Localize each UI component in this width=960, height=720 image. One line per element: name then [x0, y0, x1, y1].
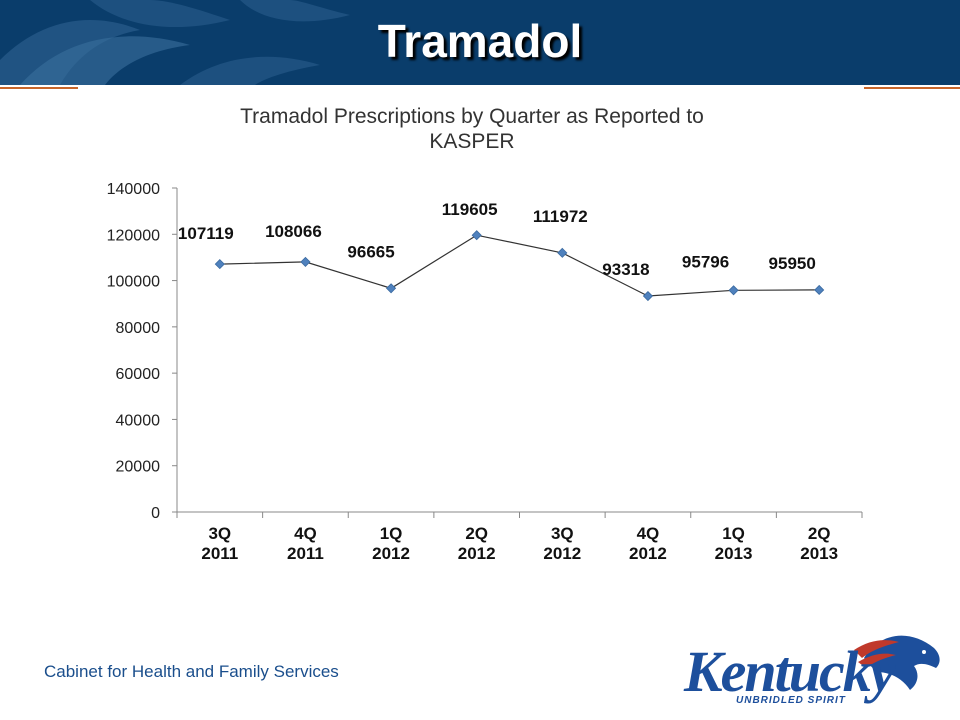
data-point	[814, 284, 825, 296]
y-tick-label: 0	[151, 505, 160, 522]
x-tick-label: 4Q	[294, 524, 317, 543]
data-point	[300, 256, 311, 267]
footer-text: Cabinet for Health and Family Services	[44, 662, 339, 681]
x-tick-label: 2012	[629, 544, 667, 563]
data-label: 95796	[682, 252, 729, 271]
data-point	[557, 247, 568, 258]
y-tick-label: 140000	[107, 181, 160, 198]
chart-title-line-2: KASPER	[429, 130, 514, 153]
x-tick-label: 2012	[372, 544, 410, 563]
data-label: 111972	[533, 207, 588, 226]
x-tick-label: 2012	[543, 544, 581, 563]
data-label: 93318	[602, 260, 649, 279]
y-tick-label: 20000	[116, 459, 161, 476]
accent-rule-right	[864, 87, 960, 89]
horse-head-icon	[854, 635, 940, 690]
x-tick-label: 2013	[715, 544, 753, 563]
y-tick-label: 60000	[116, 366, 161, 383]
header-swirl-decoration	[0, 0, 350, 85]
data-point	[642, 290, 654, 302]
x-tick-label: 2Q	[465, 524, 488, 543]
data-point	[214, 259, 225, 270]
data-label: 95950	[769, 254, 816, 273]
x-tick-label: 1Q	[722, 524, 745, 543]
y-tick-label: 80000	[116, 320, 161, 337]
logo-tagline: UNBRIDLED SPIRIT	[736, 695, 846, 706]
x-tick-label: 3Q	[551, 524, 574, 543]
header-banner: Tramadol	[0, 0, 960, 85]
series-line	[219, 234, 820, 297]
x-tick-label: 2Q	[808, 524, 831, 543]
data-label: 108066	[265, 222, 322, 241]
data-point	[471, 230, 482, 241]
x-tick-label: 4Q	[637, 524, 660, 543]
slide-title: Tramadol	[377, 15, 583, 67]
x-tick-label: 2013	[800, 544, 838, 563]
data-point	[385, 283, 397, 294]
x-tick-label: 3Q	[208, 524, 231, 543]
accent-rule-left	[0, 87, 78, 89]
data-label: 107119	[178, 224, 234, 243]
data-label: 96665	[347, 242, 394, 261]
x-tick-label: 2011	[287, 544, 324, 563]
x-tick-label: 2011	[201, 544, 238, 563]
kentucky-logo: Kentucky UNBRIDLED SPIRIT	[676, 626, 946, 716]
y-tick-label: 120000	[107, 227, 160, 244]
x-tick-label: 1Q	[380, 524, 403, 543]
logo-wordmark: Kentucky	[684, 639, 896, 704]
data-point	[728, 285, 739, 296]
data-label: 119605	[442, 200, 498, 219]
y-tick-label: 40000	[116, 412, 161, 429]
chart-title-line-1: Tramadol Prescriptions by Quarter as Rep…	[240, 105, 704, 128]
x-tick-label: 2012	[458, 544, 496, 563]
y-tick-label: 100000	[107, 274, 160, 291]
